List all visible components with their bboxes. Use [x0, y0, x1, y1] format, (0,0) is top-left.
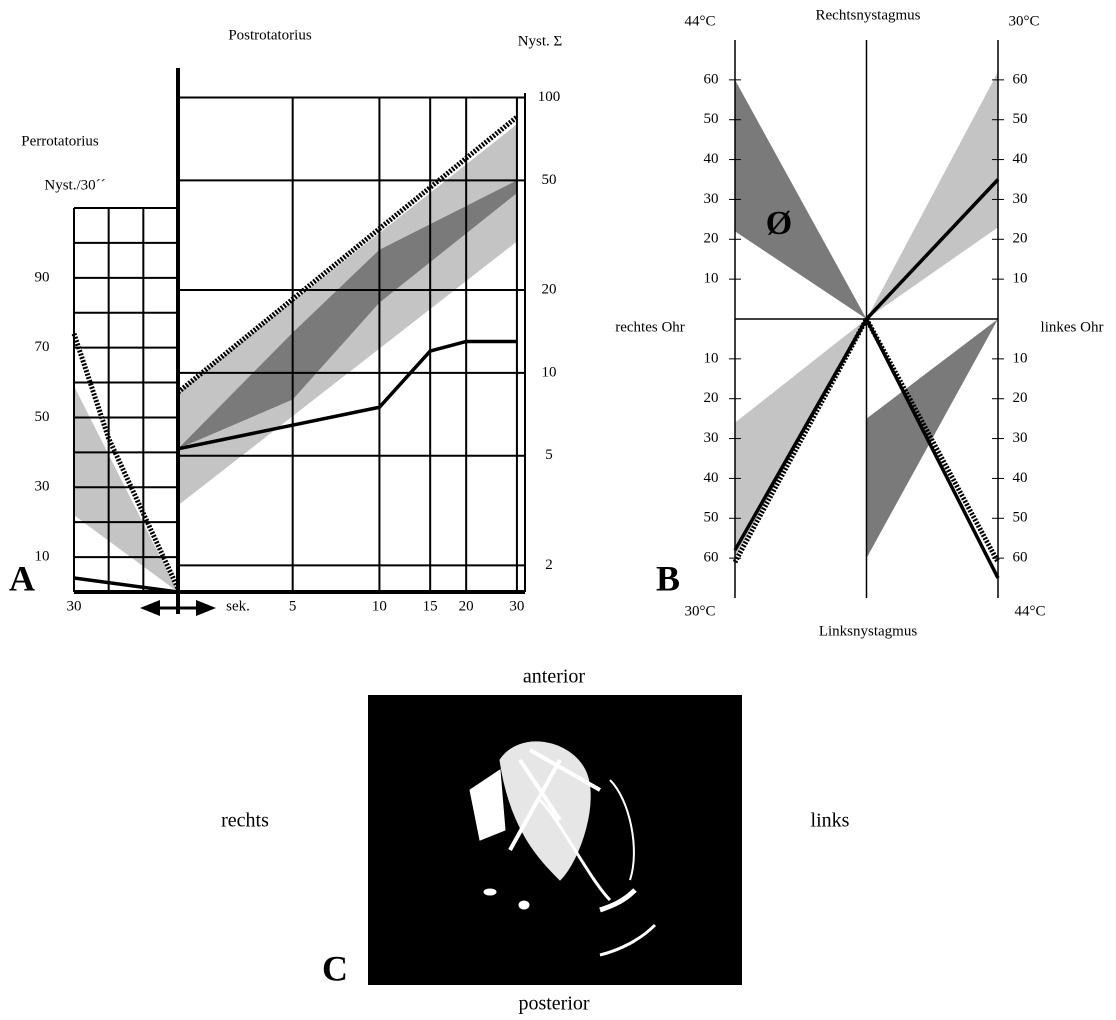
y-tick-label: 100: [538, 89, 561, 105]
image-label: links: [811, 810, 850, 832]
y-tick-label: 10: [1013, 271, 1028, 287]
y-tick-label: 30: [1013, 430, 1028, 446]
axis-end-label: 44°C: [1014, 603, 1045, 619]
image-label: anterior: [523, 666, 586, 688]
panel-label: B: [656, 558, 680, 598]
band: [178, 180, 517, 449]
y-tick-label: 60: [704, 550, 719, 566]
y-tick-label: 70: [35, 339, 50, 355]
axis-end-label: 44°C: [684, 13, 715, 29]
x-tick-label: 5: [289, 598, 297, 614]
y-tick-label: 10: [704, 350, 719, 366]
y-tick-label: 5: [545, 447, 553, 463]
y-tick-label: 40: [1013, 470, 1028, 486]
chart-subtitle: Linksnystagmus: [819, 623, 917, 639]
chart-title: Perrotatorius: [21, 133, 99, 149]
series-line: [177, 339, 517, 451]
y-tick-label: 2: [545, 557, 553, 573]
series-line: [71, 332, 181, 590]
x-tick-label: 10: [372, 598, 387, 614]
y-tick-label: 50: [1013, 111, 1028, 127]
band: [866, 319, 998, 559]
y-tick-label: 50: [542, 172, 557, 188]
y-tick-label: 60: [704, 71, 719, 87]
y-tick-label: 60: [1013, 71, 1028, 87]
panel-label: A: [9, 558, 35, 598]
y-tick-label: 60: [1013, 550, 1028, 566]
series-line: [176, 115, 519, 395]
y-axis-label: Nyst./30´´: [44, 177, 105, 193]
axis-end-label: 30°C: [684, 603, 715, 619]
y-tick-label: 20: [1013, 231, 1028, 247]
y-tick-label: 10: [35, 549, 50, 565]
x-tick-label: 30: [67, 598, 82, 614]
chart-title: Rechtsnystagmus: [816, 7, 921, 23]
y-tick-label: 30: [1013, 191, 1028, 207]
y-tick-label: 20: [542, 281, 557, 297]
series-line: [73, 576, 179, 594]
x-tick-label: 20: [459, 598, 474, 614]
axis-end-label: 30°C: [1008, 13, 1039, 29]
image-label: rechts: [221, 810, 269, 832]
y-axis-label: Nyst. Σ: [518, 33, 563, 49]
y-tick-label: 40: [1013, 151, 1028, 167]
x-tick-label: 30: [509, 598, 524, 614]
y-tick-label: 20: [1013, 390, 1028, 406]
y-tick-label: 30: [704, 430, 719, 446]
y-tick-label: 50: [704, 510, 719, 526]
y-tick-label: 40: [704, 151, 719, 167]
band: [866, 71, 998, 319]
y-tick-label: 40: [704, 470, 719, 486]
y-tick-label: 50: [704, 111, 719, 127]
side-label: rechtes Ohr: [615, 319, 685, 335]
x-tick-label: 15: [423, 598, 438, 614]
x-axis-label: sek.: [226, 598, 250, 614]
annotation: Ø: [766, 205, 792, 242]
y-tick-label: 10: [1013, 350, 1028, 366]
y-tick-label: 20: [704, 231, 719, 247]
side-label: linkes Ohr: [1041, 319, 1104, 335]
image-label: posterior: [518, 993, 589, 1015]
chart-title: Postrotatorius: [228, 27, 311, 43]
y-tick-label: 30: [35, 479, 50, 495]
y-tick-label: 10: [704, 271, 719, 287]
y-tick-label: 50: [1013, 510, 1028, 526]
series-line: [732, 313, 1001, 564]
y-tick-label: 10: [542, 364, 557, 380]
y-tick-label: 30: [704, 191, 719, 207]
panel-label: C: [322, 948, 348, 988]
y-tick-label: 20: [704, 390, 719, 406]
y-tick-label: 50: [35, 409, 50, 425]
y-tick-label: 90: [35, 269, 50, 285]
image-content: [469, 741, 657, 957]
band: [735, 79, 867, 319]
series-line: [864, 318, 1000, 579]
band: [74, 386, 178, 592]
